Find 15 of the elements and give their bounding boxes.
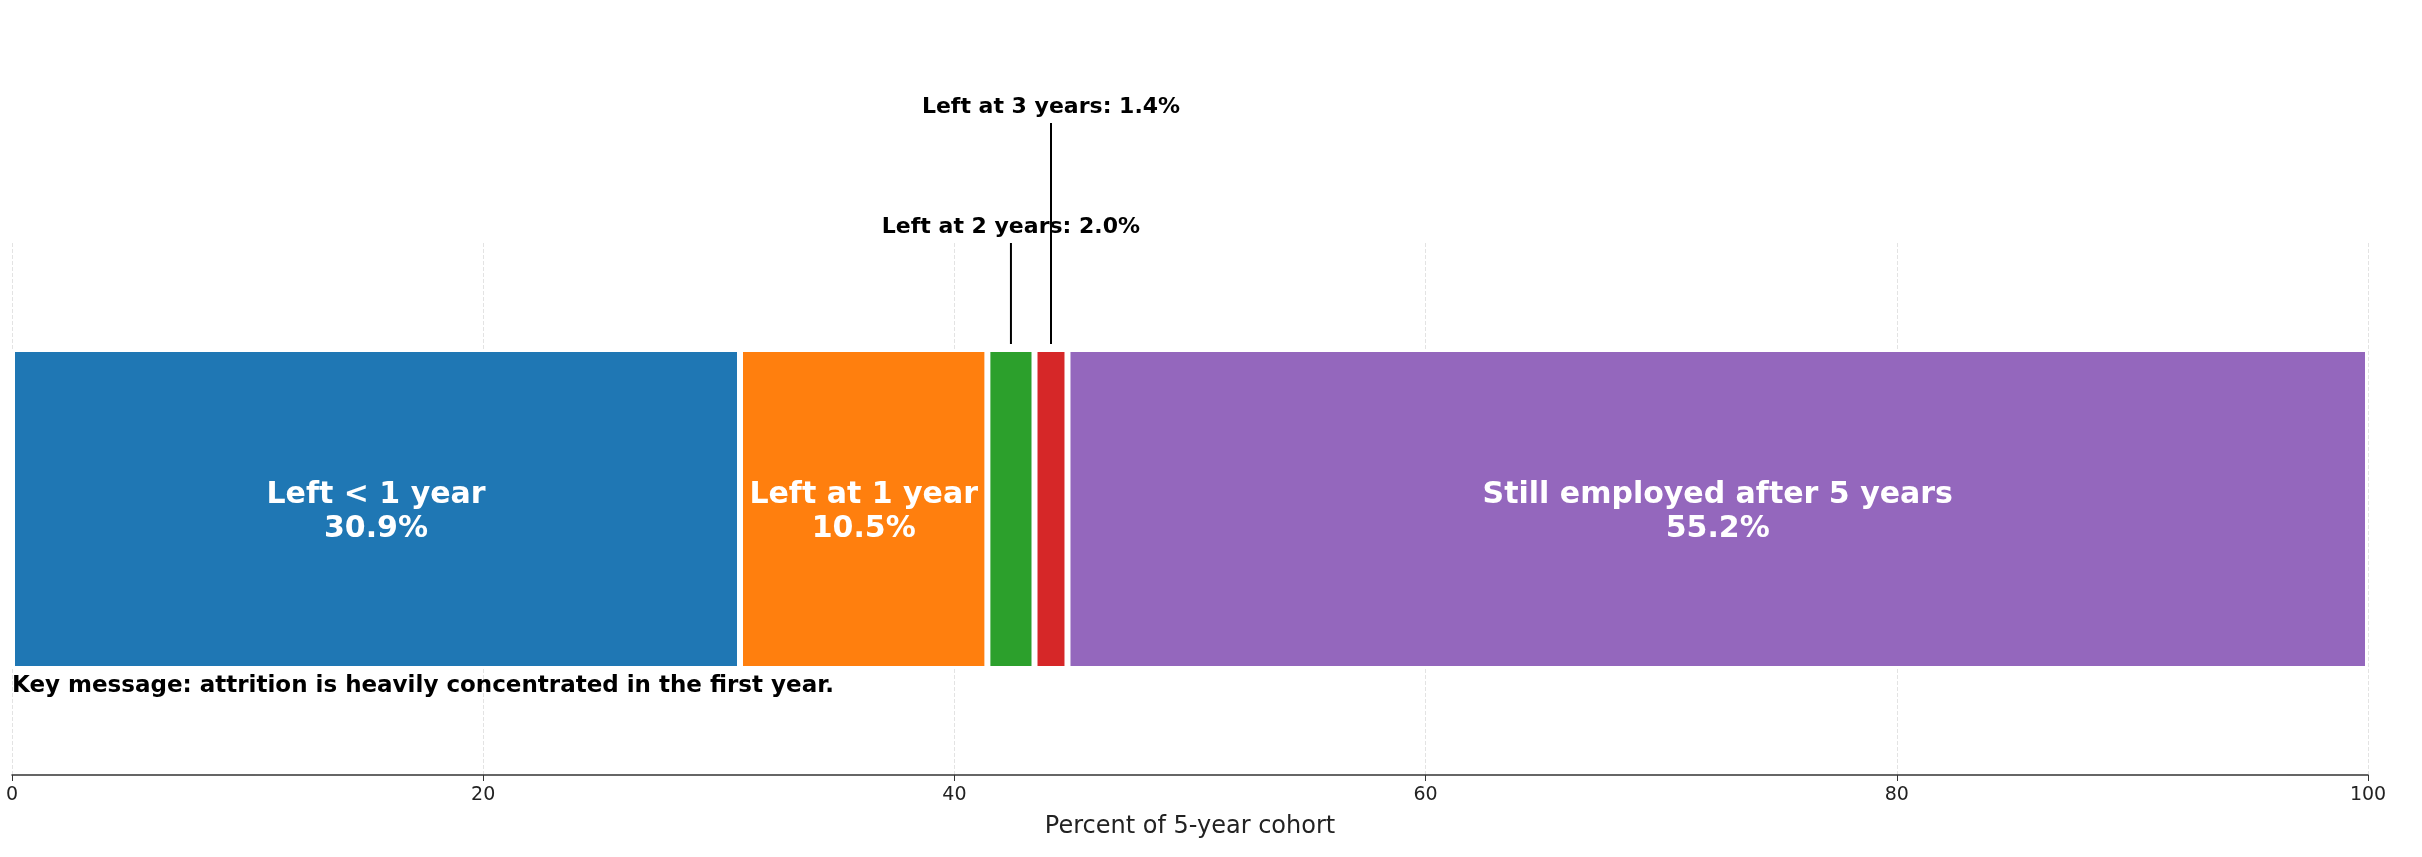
x-tick-label: 40 xyxy=(942,781,967,804)
x-tick-label: 60 xyxy=(1413,781,1438,804)
series-label: Left at 1 year xyxy=(749,474,979,510)
data-label: 30.9% xyxy=(323,508,429,544)
x-tick-label: 80 xyxy=(1884,781,1909,804)
data-label: 10.5% xyxy=(811,508,916,544)
annotation: Key message: attrition is heavily concentrated in the first year. xyxy=(12,670,834,697)
x-tick-label: 100 xyxy=(2349,781,2387,804)
x-axis-title: Percent of 5-year cohort xyxy=(1044,811,1336,839)
data-label: Left at 3 years: 1.4% xyxy=(921,92,1181,118)
series-label: Still employed after 5 years xyxy=(1482,474,1953,510)
x-tick-label: 20 xyxy=(471,781,496,804)
x-tick-label: 0 xyxy=(5,781,19,804)
series-label: Left < 1 year xyxy=(266,474,486,510)
data-label: 55.2% xyxy=(1665,508,1770,544)
